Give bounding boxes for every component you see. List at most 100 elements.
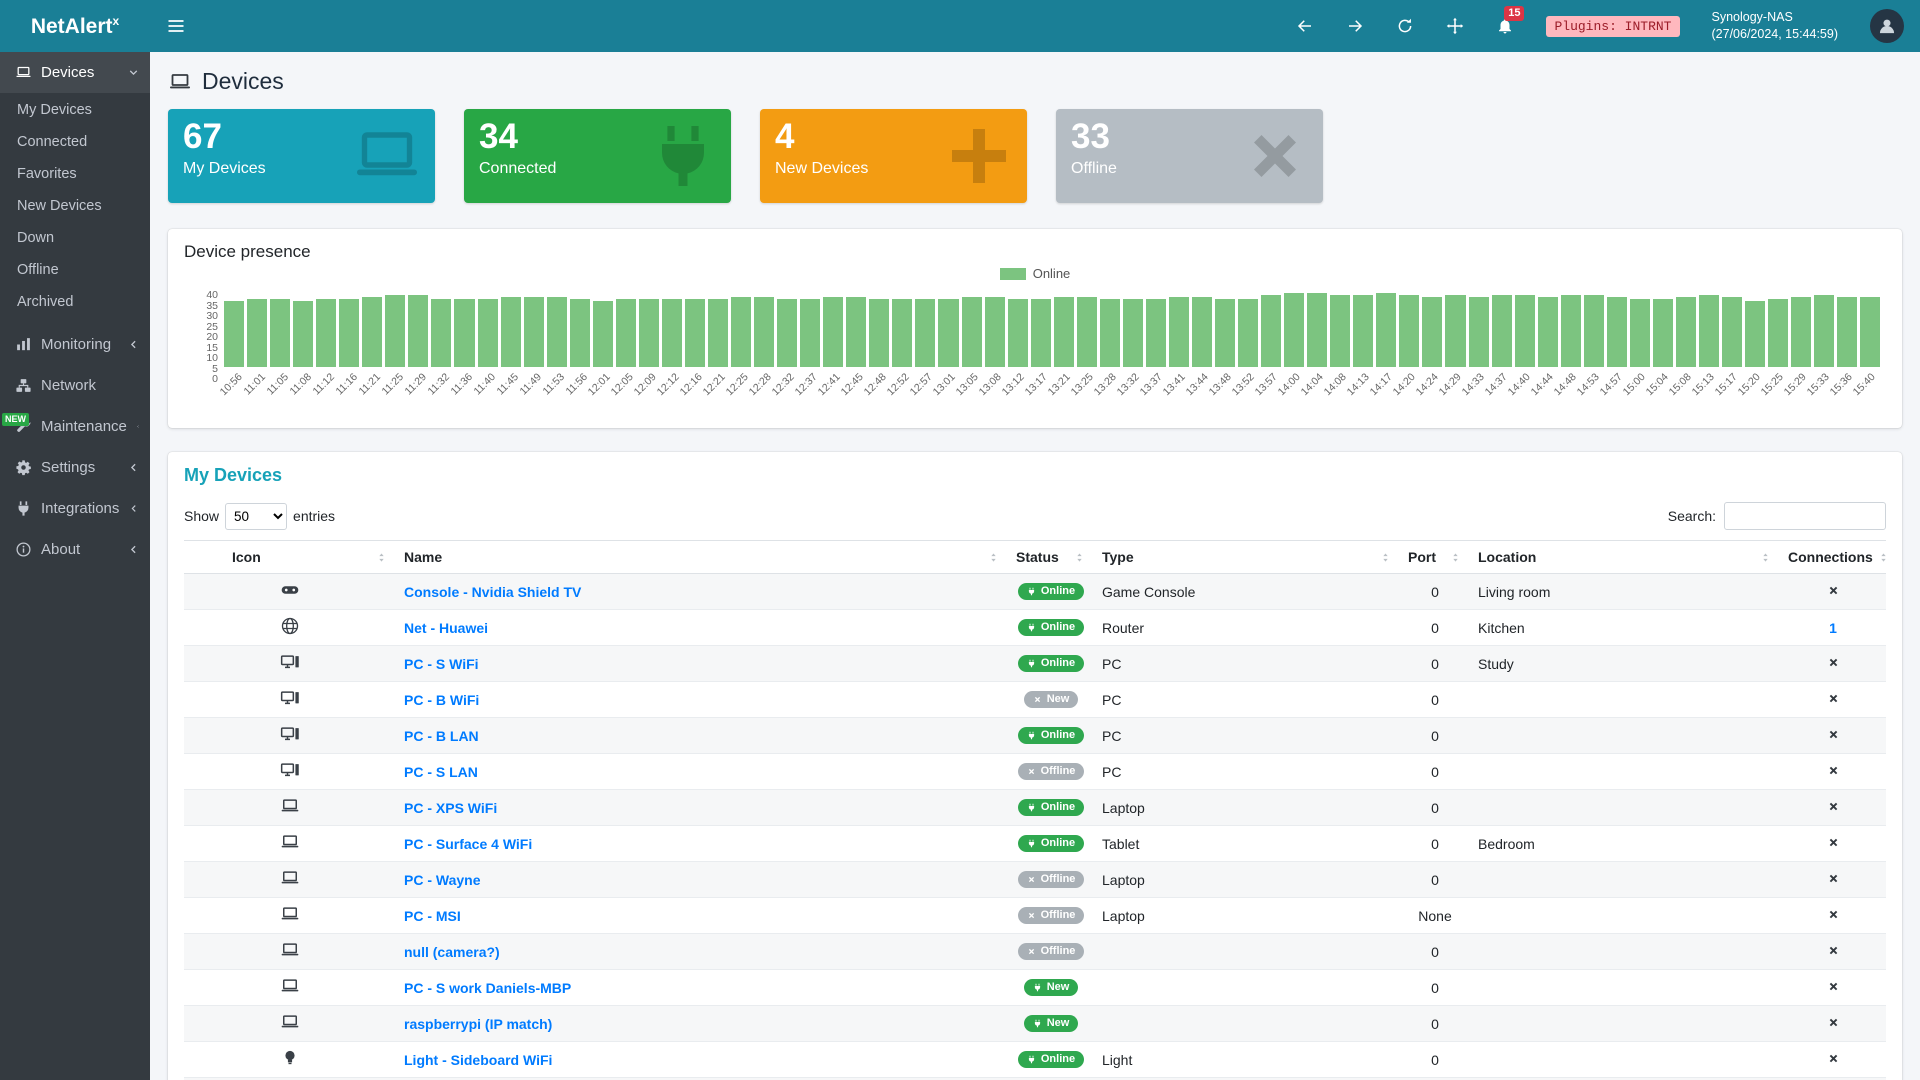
sidebar-item-maintenance[interactable]: NEW Maintenance: [0, 406, 150, 447]
device-name-link[interactable]: null (camera?): [404, 943, 500, 960]
chart-legend[interactable]: Online: [184, 266, 1886, 281]
chart-bar: [385, 295, 406, 367]
device-type: Tablet: [1094, 825, 1400, 862]
connections-count-link[interactable]: 1: [1829, 619, 1837, 636]
sidebar-subitem-favorites[interactable]: Favorites: [17, 166, 77, 182]
sidebar-subitem-my-devices[interactable]: My Devices: [17, 102, 92, 118]
update-available-badge: NEW: [2, 413, 29, 426]
device-presence-card: Device presence Online 40 35 30 25 20 15 10 5 0 …: [168, 229, 1902, 428]
device-location: [1470, 681, 1780, 718]
status-badge: New: [1023, 1015, 1079, 1032]
refresh-button[interactable]: [1396, 17, 1414, 35]
times-icon: [1827, 764, 1840, 777]
summary-box-connected[interactable]: 34 Connected: [464, 109, 731, 203]
device-row: Console - Nvidia Shield TV Online Game Con…: [184, 573, 1886, 610]
device-name-link[interactable]: Net - Huawei: [404, 619, 489, 636]
y-tick-label: 35: [206, 299, 218, 312]
legend-swatch: [999, 267, 1026, 280]
times-icon: [1027, 947, 1036, 956]
summary-box-new-devices[interactable]: 4 New Devices: [760, 109, 1027, 203]
column-header-port[interactable]: Port: [1400, 540, 1470, 574]
sidebar-item-about[interactable]: About: [0, 529, 150, 570]
plot-area: 10:56 11:01 11:05 11:08 11:12 11:16 11:21 11:25…: [218, 287, 1881, 415]
device-name-link[interactable]: PC - S LAN: [404, 763, 478, 780]
times-icon: [1027, 875, 1036, 884]
entries-select[interactable]: 50: [225, 502, 288, 530]
sidebar: Devices My Devices Connected Favorites New D…: [0, 52, 150, 1080]
column-header-location[interactable]: Location: [1470, 540, 1780, 574]
summary-label: New Devices: [775, 159, 869, 177]
chart-bar: [1675, 297, 1696, 367]
sidebar-item-monitoring[interactable]: Monitoring: [0, 324, 150, 365]
device-port: 0: [1400, 573, 1470, 610]
chart-bar: [1514, 295, 1535, 367]
device-port: 0: [1400, 753, 1470, 790]
summary-box-offline[interactable]: 33 Offline: [1056, 109, 1323, 203]
chart-bar: [1353, 295, 1374, 367]
column-header-icon[interactable]: Icon: [184, 540, 396, 574]
nav-forward-button[interactable]: [1346, 17, 1364, 35]
device-location: Living room: [1470, 573, 1780, 610]
column-label: Status: [1016, 549, 1059, 565]
chart-bar: [1445, 295, 1466, 367]
device-row: PC - S work Daniels-MBP New 0: [184, 969, 1886, 1006]
sidebar-item-settings[interactable]: Settings: [0, 447, 150, 488]
device-name-link[interactable]: PC - S work Daniels-MBP: [404, 979, 572, 996]
sidebar-toggle-button[interactable]: [166, 16, 186, 36]
device-name-link[interactable]: PC - S WiFi: [404, 655, 479, 672]
device-name-link[interactable]: Light - Sideboard WiFi: [404, 1051, 553, 1068]
status-label: Online: [1040, 585, 1076, 597]
sidebar-subitem-new-devices[interactable]: New Devices: [17, 198, 102, 214]
search-input[interactable]: [1724, 502, 1886, 530]
column-header-connections[interactable]: Connections: [1780, 540, 1886, 574]
sidebar-subitem-offline[interactable]: Offline: [17, 262, 59, 278]
times-icon: [1827, 584, 1840, 597]
sidebar-item-integrations[interactable]: Integrations: [0, 488, 150, 529]
device-port: 0: [1400, 861, 1470, 898]
sidebar-item-label: Devices: [41, 64, 95, 81]
device-location: [1470, 1005, 1780, 1042]
column-header-name[interactable]: Name: [396, 540, 1008, 574]
desktop-icon: [280, 688, 300, 708]
sort-icon: [1759, 551, 1772, 564]
column-header-type[interactable]: Type: [1094, 540, 1400, 574]
chevron-left-icon: [136, 420, 140, 433]
chart-bar: [1215, 299, 1236, 367]
plug-icon: [1027, 803, 1036, 812]
sidebar-subitem-connected[interactable]: Connected: [17, 134, 88, 150]
plug-icon: [1033, 1019, 1042, 1028]
column-header-status[interactable]: Status: [1008, 540, 1094, 574]
device-type: Light: [1094, 1041, 1400, 1078]
device-name-link[interactable]: PC - Surface 4 WiFi: [404, 835, 533, 852]
chart-bar: [1814, 295, 1835, 367]
device-name-link[interactable]: PC - XPS WiFi: [404, 799, 498, 816]
entries-label: entries: [293, 508, 336, 524]
summary-box-my-devices[interactable]: 67 My Devices: [168, 109, 435, 203]
device-location: [1470, 861, 1780, 898]
device-name-link[interactable]: Console - Nvidia Shield TV: [404, 583, 582, 600]
sidebar-item-devices[interactable]: Devices: [0, 52, 150, 93]
sidebar-subitem-down[interactable]: Down: [17, 230, 55, 246]
plug-icon: [1027, 731, 1036, 740]
device-name-link[interactable]: PC - MSI: [404, 907, 461, 924]
device-name-link[interactable]: PC - B WiFi: [404, 691, 480, 708]
device-location: Bedroom: [1470, 825, 1780, 862]
plug-icon: [1033, 983, 1042, 992]
chart-bar: [247, 299, 268, 367]
brand-logo[interactable]: NetAlertx: [0, 14, 150, 39]
sidebar-item-network[interactable]: Network: [0, 365, 150, 406]
plugins-status-badge[interactable]: Plugins: INTRNT: [1546, 15, 1680, 37]
chart-bar: [1099, 299, 1120, 367]
status-label: Online: [1040, 1053, 1076, 1065]
rearrange-widgets-button[interactable]: [1446, 17, 1464, 35]
device-name-link[interactable]: PC - Wayne: [404, 871, 481, 888]
notifications-button[interactable]: 15: [1496, 6, 1525, 35]
device-name-link[interactable]: raspberrypi (IP match): [404, 1015, 553, 1032]
nav-back-button[interactable]: [1296, 17, 1314, 35]
device-name-link[interactable]: PC - B LAN: [404, 727, 479, 744]
user-avatar[interactable]: [1870, 9, 1904, 43]
column-label: Port: [1408, 549, 1436, 565]
device-port: 0: [1400, 645, 1470, 682]
sidebar-subitem-archived[interactable]: Archived: [17, 294, 74, 310]
device-row: Light - Sideboard WiFi Online Light 0: [184, 1041, 1886, 1078]
